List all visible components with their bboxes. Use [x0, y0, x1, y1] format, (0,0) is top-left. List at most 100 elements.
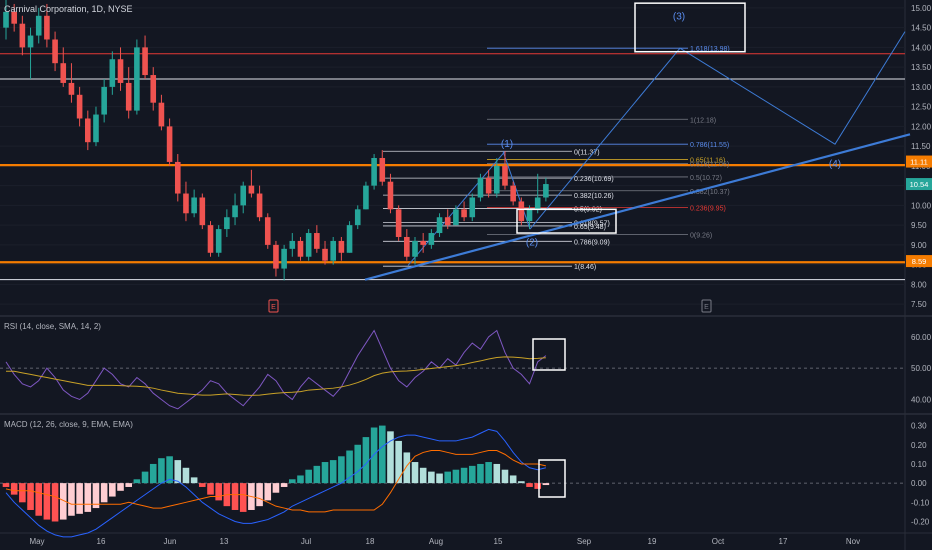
time-tick-label: Jul [301, 537, 311, 546]
fib-extension-label: 0.236(9.95) [690, 205, 726, 212]
macd-histogram-bar [174, 460, 182, 484]
macd-histogram-bar [100, 483, 108, 503]
macd-histogram-bar [43, 483, 51, 520]
candle-body [191, 197, 197, 214]
rsi-pane-label: RSI (14, close, SMA, 14, 2) [4, 322, 101, 331]
macd-histogram-bar [35, 483, 43, 516]
candle-body [142, 47, 148, 76]
candle-body [477, 177, 484, 198]
price-tick-label: 14.50 [911, 24, 932, 33]
price-tick-label: 8.00 [911, 280, 927, 289]
signal-line [5, 450, 546, 513]
macd-histogram-bar [27, 483, 34, 510]
macd-tick-label: 0.10 [911, 460, 927, 469]
price-tick-label: 15.00 [911, 4, 932, 13]
macd-histogram-bar [182, 467, 190, 484]
annotation-box [532, 338, 566, 371]
price-tick-label: 14.00 [911, 43, 932, 52]
candle-body [297, 240, 304, 257]
macd-histogram-bar [428, 471, 435, 484]
macd-histogram-bar [256, 483, 263, 507]
candle-body [60, 63, 67, 83]
macd-histogram-bar [305, 469, 312, 484]
price-tag-box [906, 178, 932, 191]
candle-body [158, 102, 165, 127]
candle-body [436, 217, 443, 234]
macd-histogram-bar [542, 483, 550, 486]
fib-extension-label: 1(12.18) [690, 117, 716, 124]
fib-extension-label: 0.786(11.55) [690, 142, 729, 149]
candle-body [125, 82, 132, 111]
candle-body [76, 94, 83, 119]
candle-body [27, 35, 34, 48]
time-tick-label: 19 [648, 537, 657, 546]
rsi-tick-label: 60.00 [911, 333, 932, 342]
macd-histogram-bar [207, 483, 214, 495]
macd-histogram-bar [354, 444, 362, 484]
candle-body [19, 23, 26, 48]
candle-body [387, 181, 394, 210]
macd-histogram-bar [534, 483, 541, 489]
candle-body [338, 240, 345, 253]
macd-histogram-bar [370, 427, 378, 484]
price-tag-box [906, 255, 932, 268]
candle-body [305, 233, 312, 257]
macd-histogram-bar [84, 483, 92, 512]
rsi-line [5, 329, 547, 410]
fib-retracement-label: 0.382(10.26) [574, 193, 614, 200]
candle-body [289, 240, 296, 249]
support-trendline [364, 133, 911, 281]
candle-body [166, 126, 173, 162]
candle-body [494, 165, 500, 194]
candle-body [428, 233, 435, 245]
fib-extension-label: 1.618(13.98) [690, 46, 730, 53]
earnings-marker-box [268, 299, 279, 313]
wave-leg-line [502, 151, 531, 230]
macd-tick-label: 0.20 [911, 441, 927, 450]
candle-body [502, 165, 508, 186]
macd-histogram-bar [460, 467, 468, 484]
time-tick-label: Jun [164, 537, 177, 546]
candle-body [330, 240, 336, 261]
candle-body [256, 193, 263, 218]
candle-body [534, 197, 541, 210]
rsi-tick-label: 50.00 [911, 364, 932, 373]
fib-extension-label: 0.382(10.37) [690, 189, 730, 196]
annotation-box [634, 2, 746, 53]
macd-histogram-bar [51, 483, 59, 522]
candle-body [314, 233, 320, 249]
candle-body [183, 193, 189, 214]
candle-body [404, 236, 410, 257]
price-tick-label: 11.50 [911, 142, 931, 151]
time-tick-label: May [29, 537, 44, 546]
candle-body [371, 157, 377, 186]
macd-histogram-bar [76, 483, 83, 514]
fib-extension-label: 0(9.26) [690, 233, 712, 240]
macd-histogram-bar [166, 456, 173, 484]
earnings-marker-label: E [704, 304, 709, 311]
candle-body [85, 118, 91, 143]
rsi-tick-label: 40.00 [911, 395, 932, 404]
fib-retracement-label: 1(8.46) [574, 264, 596, 271]
price-tick-label: 7.50 [911, 300, 927, 309]
macd-histogram-bar [444, 471, 452, 484]
macd-histogram-bar [141, 471, 149, 484]
candle-body [11, 11, 17, 24]
candle-body [232, 205, 238, 218]
candle-body [93, 114, 99, 143]
macd-histogram-bar [452, 469, 460, 484]
candle-body [52, 39, 58, 64]
candle-body [281, 248, 287, 269]
macd-histogram-bar [190, 477, 198, 484]
macd-histogram-bar [468, 465, 476, 484]
candle-body [68, 82, 75, 95]
fib-retracement-label: 0.786(9.09) [574, 239, 610, 246]
price-tag-label: 10.54 [910, 180, 929, 189]
candle-body [264, 217, 271, 245]
fib-extension-label: 0.618(11.06) [690, 162, 729, 169]
price-tick-label: 10.00 [911, 201, 932, 210]
macd-histogram-bar [395, 440, 402, 484]
macd-histogram-bar [297, 475, 304, 484]
fib-retracement-label: 0.236(10.69) [574, 176, 614, 183]
